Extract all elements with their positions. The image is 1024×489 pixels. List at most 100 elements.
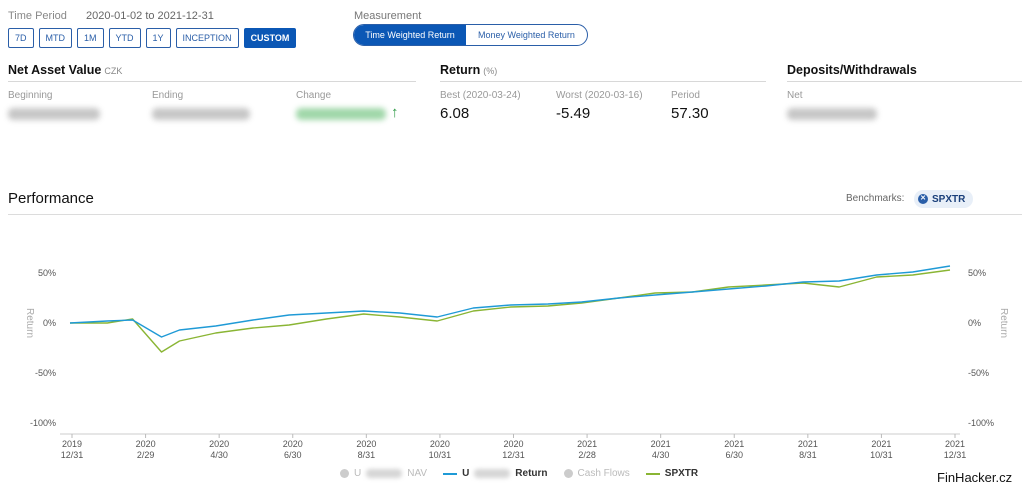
nav-change-label: Change	[296, 90, 332, 101]
period-custom-button[interactable]: CUSTOM	[243, 28, 297, 48]
period-1y-button[interactable]: 1Y	[145, 28, 171, 48]
legend-cash-flows-marker	[563, 469, 573, 478]
nav-divider	[8, 81, 416, 82]
y-axis-title-right: Return	[998, 308, 1009, 338]
x-tick-date: 12/31	[944, 450, 967, 460]
legend-return-redacted	[474, 469, 511, 478]
nav-ending-label: Ending	[152, 90, 184, 101]
period-7d-button[interactable]: 7D	[8, 28, 34, 48]
x-tick-date: 8/31	[799, 450, 817, 460]
nav-change-value-redacted	[296, 108, 386, 120]
y-tick-label-left: 0%	[43, 318, 56, 328]
nav-ending-value-redacted	[152, 108, 250, 120]
legend-cash-flows[interactable]: Cash Flows	[563, 468, 630, 479]
x-tick-year: 2020	[503, 439, 523, 449]
y-tick-label-right: 0%	[968, 318, 981, 328]
x-tick-year: 2020	[136, 439, 156, 449]
deposits-divider	[787, 81, 1022, 82]
x-tick-date: 10/31	[870, 450, 893, 460]
legend-nav-redacted	[366, 469, 403, 478]
nav-beginning-label: Beginning	[8, 90, 53, 101]
period-1m-button[interactable]: 1M	[77, 28, 104, 48]
x-tick-year: 2020	[356, 439, 376, 449]
time-period-range: 2020-01-02 to 2021-12-31	[86, 10, 214, 22]
performance-chart: 50% 50% 0% 0% -50% -50% -100% -100% Return Return…	[24, 265, 1009, 460]
x-tick-year: 2021	[577, 439, 597, 449]
period-ytd-button[interactable]: YTD	[108, 28, 141, 48]
time-weighted-return-option[interactable]: Time Weighted Return	[354, 25, 466, 45]
legend-cash-flows-label: Cash Flows	[577, 468, 630, 479]
y-tick-label-left: -50%	[35, 368, 56, 378]
legend-nav-prefix: U	[354, 468, 362, 479]
worst-return-label: Worst (2020-03-16)	[556, 90, 643, 101]
measurement-label: Measurement	[354, 10, 422, 22]
y-tick-label-right: 50%	[968, 268, 986, 278]
arrow-up-icon: ↑	[391, 104, 399, 121]
return-section-title: Return (%)	[440, 63, 497, 77]
time-period-label: Time Period	[8, 10, 67, 22]
period-mtd-button[interactable]: MTD	[38, 28, 73, 48]
return-title: Return	[440, 63, 481, 77]
legend-return[interactable]: U Return	[443, 468, 548, 479]
performance-title: Performance	[8, 190, 94, 207]
legend-return-marker	[443, 472, 458, 475]
x-tick-year: 2020	[209, 439, 229, 449]
time-period-buttons: 7D MTD 1M YTD 1Y INCEPTION CUSTOM	[8, 28, 297, 48]
period-return-value: 57.30	[671, 105, 709, 122]
x-tick-date: 10/31	[429, 450, 452, 460]
x-tick-date: 6/30	[284, 450, 302, 460]
x-tick-date: 2/28	[578, 450, 596, 460]
deposits-section-title: Deposits/Withdrawals	[787, 63, 917, 77]
deposits-net-value-redacted	[787, 108, 877, 120]
nav-unit: CZK	[104, 66, 123, 76]
x-tick-year: 2019	[62, 439, 82, 449]
worst-return-value: -5.49	[556, 105, 591, 122]
period-return-label: Period	[671, 90, 700, 101]
x-tick-date: 2/29	[137, 450, 155, 460]
remove-benchmark-icon[interactable]: ✕	[918, 194, 928, 204]
benchmark-name: SPXTR	[932, 193, 966, 205]
x-tick-date: 12/31	[502, 450, 525, 460]
legend-spxtr[interactable]: SPXTR	[645, 468, 699, 479]
best-return-label: Best (2020-03-24)	[440, 90, 521, 101]
legend-nav-marker	[340, 469, 349, 478]
legend-spxtr-label: SPXTR	[664, 468, 699, 479]
x-tick-year: 2020	[430, 439, 450, 449]
chart-legend: U NAV U Return Cash Flows SPXTR	[340, 468, 698, 479]
return-unit: (%)	[483, 66, 498, 76]
return-series-line	[69, 265, 951, 338]
x-tick-year: 2021	[724, 439, 744, 449]
x-tick-year: 2021	[651, 439, 671, 449]
benchmarks-label: Benchmarks:	[846, 193, 905, 204]
spxtr-series-line	[70, 269, 951, 353]
x-tick-date: 12/31	[61, 450, 84, 460]
nav-title: Net Asset Value	[8, 63, 102, 77]
legend-return-prefix: U	[462, 468, 470, 479]
best-return-value: 6.08	[440, 105, 470, 122]
y-tick-label-left: 50%	[38, 268, 56, 278]
money-weighted-return-option[interactable]: Money Weighted Return	[478, 30, 575, 40]
nav-beginning-value-redacted	[8, 108, 100, 120]
y-tick-label-right: -100%	[968, 418, 994, 428]
legend-return-label: Return	[515, 468, 548, 479]
legend-nav-label: NAV	[407, 468, 428, 479]
x-tick-date: 4/30	[210, 450, 228, 460]
benchmark-chip[interactable]: ✕ SPXTR	[914, 190, 974, 208]
deposits-net-label: Net	[787, 90, 803, 101]
period-inception-button[interactable]: INCEPTION	[175, 28, 239, 48]
x-tick-date: 8/31	[358, 450, 376, 460]
measurement-toggle: Time Weighted Return Money Weighted Retu…	[353, 24, 588, 46]
legend-spxtr-marker	[645, 472, 660, 475]
return-divider	[440, 81, 766, 82]
y-tick-label-right: -50%	[968, 368, 989, 378]
y-tick-label-left: -100%	[30, 418, 56, 428]
x-tick-year: 2021	[871, 439, 891, 449]
x-tick-year: 2021	[798, 439, 818, 449]
x-tick-date: 4/30	[652, 450, 670, 460]
performance-divider	[8, 214, 1022, 215]
x-tick-year: 2020	[283, 439, 303, 449]
x-tick-year: 2021	[945, 439, 965, 449]
x-tick-date: 6/30	[725, 450, 743, 460]
nav-section-title: Net Asset Value CZK	[8, 63, 122, 77]
legend-nav[interactable]: U NAV	[340, 468, 427, 479]
